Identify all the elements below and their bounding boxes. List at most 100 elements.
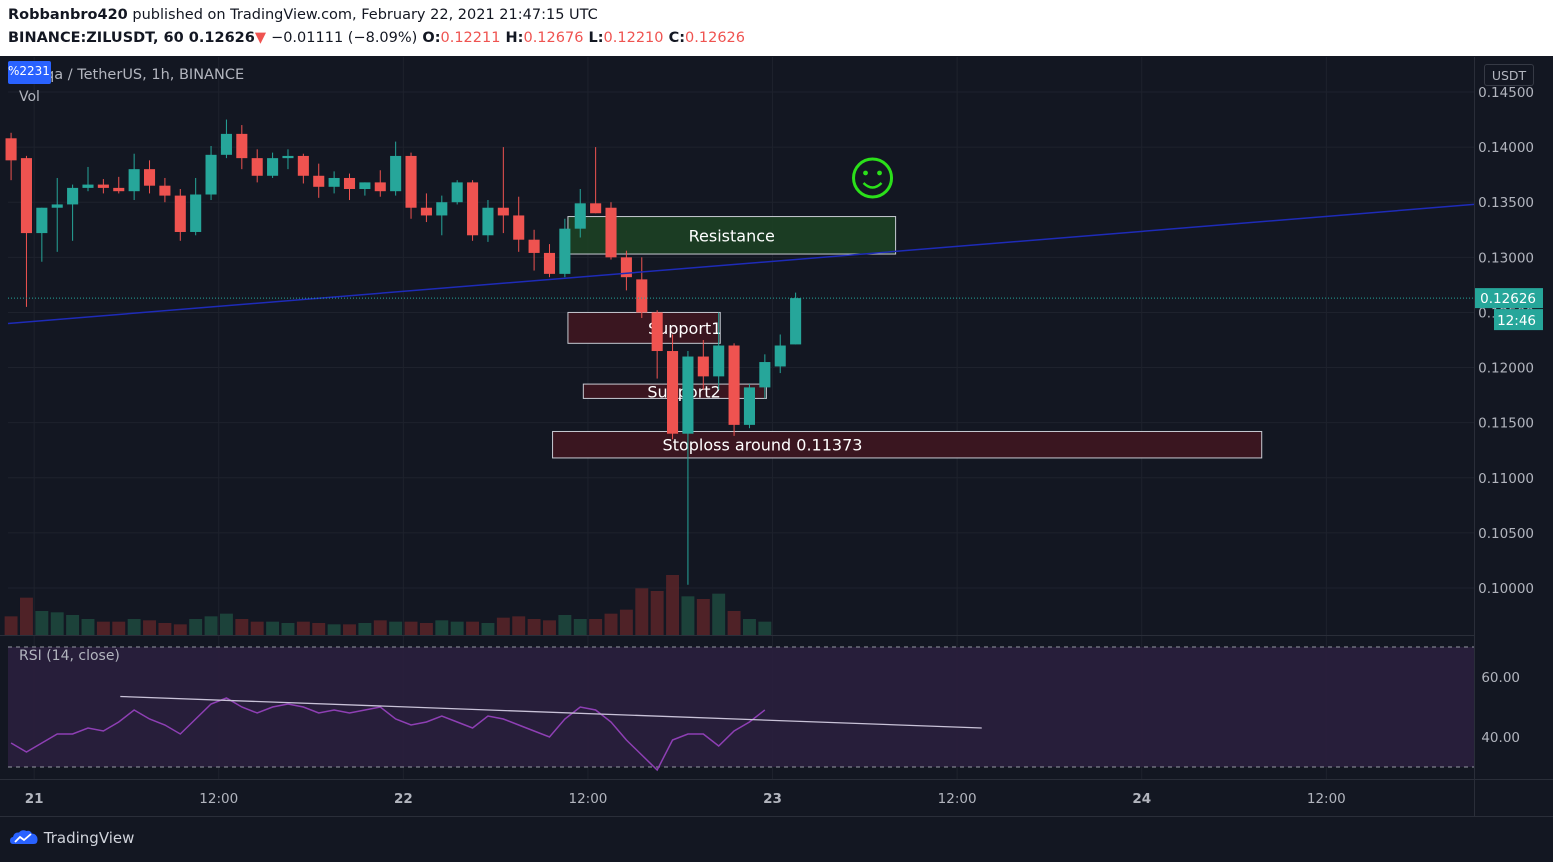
smiley-mouth (862, 182, 883, 189)
price-tick-label: 0.13000 (1478, 250, 1534, 266)
volume-bars (4, 575, 772, 635)
axes: 0.145000.140000.135000.130000.125000.120… (0, 57, 1553, 817)
down-arrow-icon: ▼ (254, 30, 266, 46)
candle-body (605, 207, 617, 258)
candle-body (497, 207, 509, 216)
candle-body (82, 184, 94, 188)
time-tick-label: 23 (763, 791, 782, 807)
volume-bar (19, 597, 33, 635)
candle-body (374, 182, 386, 192)
rsi-tick-label: 60.00 (1481, 670, 1520, 686)
tradingview-logo[interactable]: TradingView (9, 828, 134, 847)
rsi-line (10, 697, 766, 772)
zone-label: Resistance (689, 226, 775, 245)
volume-bar (66, 615, 80, 635)
zone-box (567, 311, 721, 344)
smiley-face (852, 157, 894, 199)
volume-bar (650, 591, 664, 635)
candle-body (528, 239, 540, 253)
candle-body (20, 158, 32, 234)
volume-bar (435, 620, 449, 635)
candle-body (590, 203, 602, 214)
volume-bar (666, 575, 680, 635)
rsi-band (8, 647, 1474, 767)
candle-body (51, 204, 63, 208)
candle-body (190, 194, 202, 232)
countdown-tag (1494, 309, 1543, 331)
candle-body (620, 257, 632, 278)
close-label: C: (668, 30, 686, 46)
candle-body (205, 154, 217, 195)
candle-body (667, 351, 679, 434)
candle-body (543, 252, 556, 274)
open-label: O: (422, 30, 441, 46)
author-name[interactable]: Robbanbro420 (8, 7, 128, 23)
volume-label[interactable]: Vol (19, 89, 40, 105)
volume-bar (681, 596, 695, 635)
volume-bar (81, 619, 95, 635)
candle-body (67, 187, 79, 205)
candle-body (143, 169, 156, 186)
volume-bar (235, 619, 249, 635)
publish-header: Robbanbro420 published on TradingView.co… (0, 0, 1553, 56)
candle-body (282, 155, 294, 159)
volume-bar (543, 620, 556, 635)
candle-body (420, 207, 432, 216)
trendline (7, 203, 1475, 325)
price-tick-label: 0.11500 (1478, 416, 1534, 432)
volume-bar (127, 619, 141, 635)
tradingview-cloud-icon (10, 830, 38, 844)
low-label: L: (588, 30, 604, 46)
rsi-trendline (120, 695, 982, 729)
volume-bar (481, 623, 495, 635)
price-chart[interactable]: ResistanceSupport1Support2Stoploss aroun… (0, 56, 1553, 862)
time-tick-label: 12:00 (568, 791, 607, 807)
candle-body (682, 356, 694, 434)
high-value: 0.12676 (523, 30, 584, 46)
candle-body (467, 182, 479, 236)
candle-body (128, 169, 140, 192)
time-tick-label: 12:00 (1307, 791, 1346, 807)
volume-bar (4, 616, 18, 635)
candle-body (743, 387, 755, 425)
zone-box (567, 216, 897, 255)
brand-name: TradingView (43, 829, 135, 847)
volume-bar (466, 621, 480, 635)
candle-body (343, 177, 356, 189)
rsi-label[interactable]: RSI (14, close) (19, 648, 120, 664)
drawing-zones: ResistanceSupport1Support2Stoploss aroun… (552, 216, 1263, 459)
symbol-title[interactable]: Zilliqa / TetherUS, 1h, BINANCE (19, 67, 245, 83)
close-value: 0.12626 (685, 30, 745, 46)
volume-bar (712, 593, 726, 635)
candle-body (405, 155, 417, 208)
volume-bar (281, 623, 295, 635)
volume-bar (112, 621, 126, 635)
smiley-eye (877, 170, 882, 176)
volume-bar (219, 613, 233, 635)
volume-bar (558, 615, 572, 635)
volume-bar (358, 623, 372, 635)
currency-button[interactable]: USDT (1484, 64, 1534, 86)
volume-bar (312, 623, 326, 635)
publish-info: Robbanbro420 published on TradingView.co… (8, 7, 598, 23)
volume-bar (742, 619, 756, 635)
candle-body (790, 298, 802, 345)
indicator-badge[interactable]: %2231 (8, 61, 51, 84)
candle-body (759, 362, 771, 388)
price-tick-label: 0.12000 (1478, 361, 1534, 377)
candlesticks (5, 119, 802, 585)
rsi-tick-label: 40.00 (1481, 730, 1520, 746)
zone-label: Stoploss around 0.11373 (663, 436, 863, 455)
volume-bar (204, 616, 218, 635)
current-price-text: 0.12626 (1480, 291, 1536, 307)
price-change: −0.01111 (−8.09%) (271, 30, 418, 46)
volume-bar (604, 613, 618, 635)
price-tick-label: 0.14000 (1478, 140, 1534, 156)
volume-bar (635, 588, 649, 635)
candle-body (36, 207, 48, 234)
time-tick-label: 22 (394, 791, 413, 807)
rsi-pane (8, 646, 1474, 772)
candle-body (174, 195, 186, 232)
volume-bar (250, 621, 264, 635)
volume-bar (619, 609, 633, 635)
